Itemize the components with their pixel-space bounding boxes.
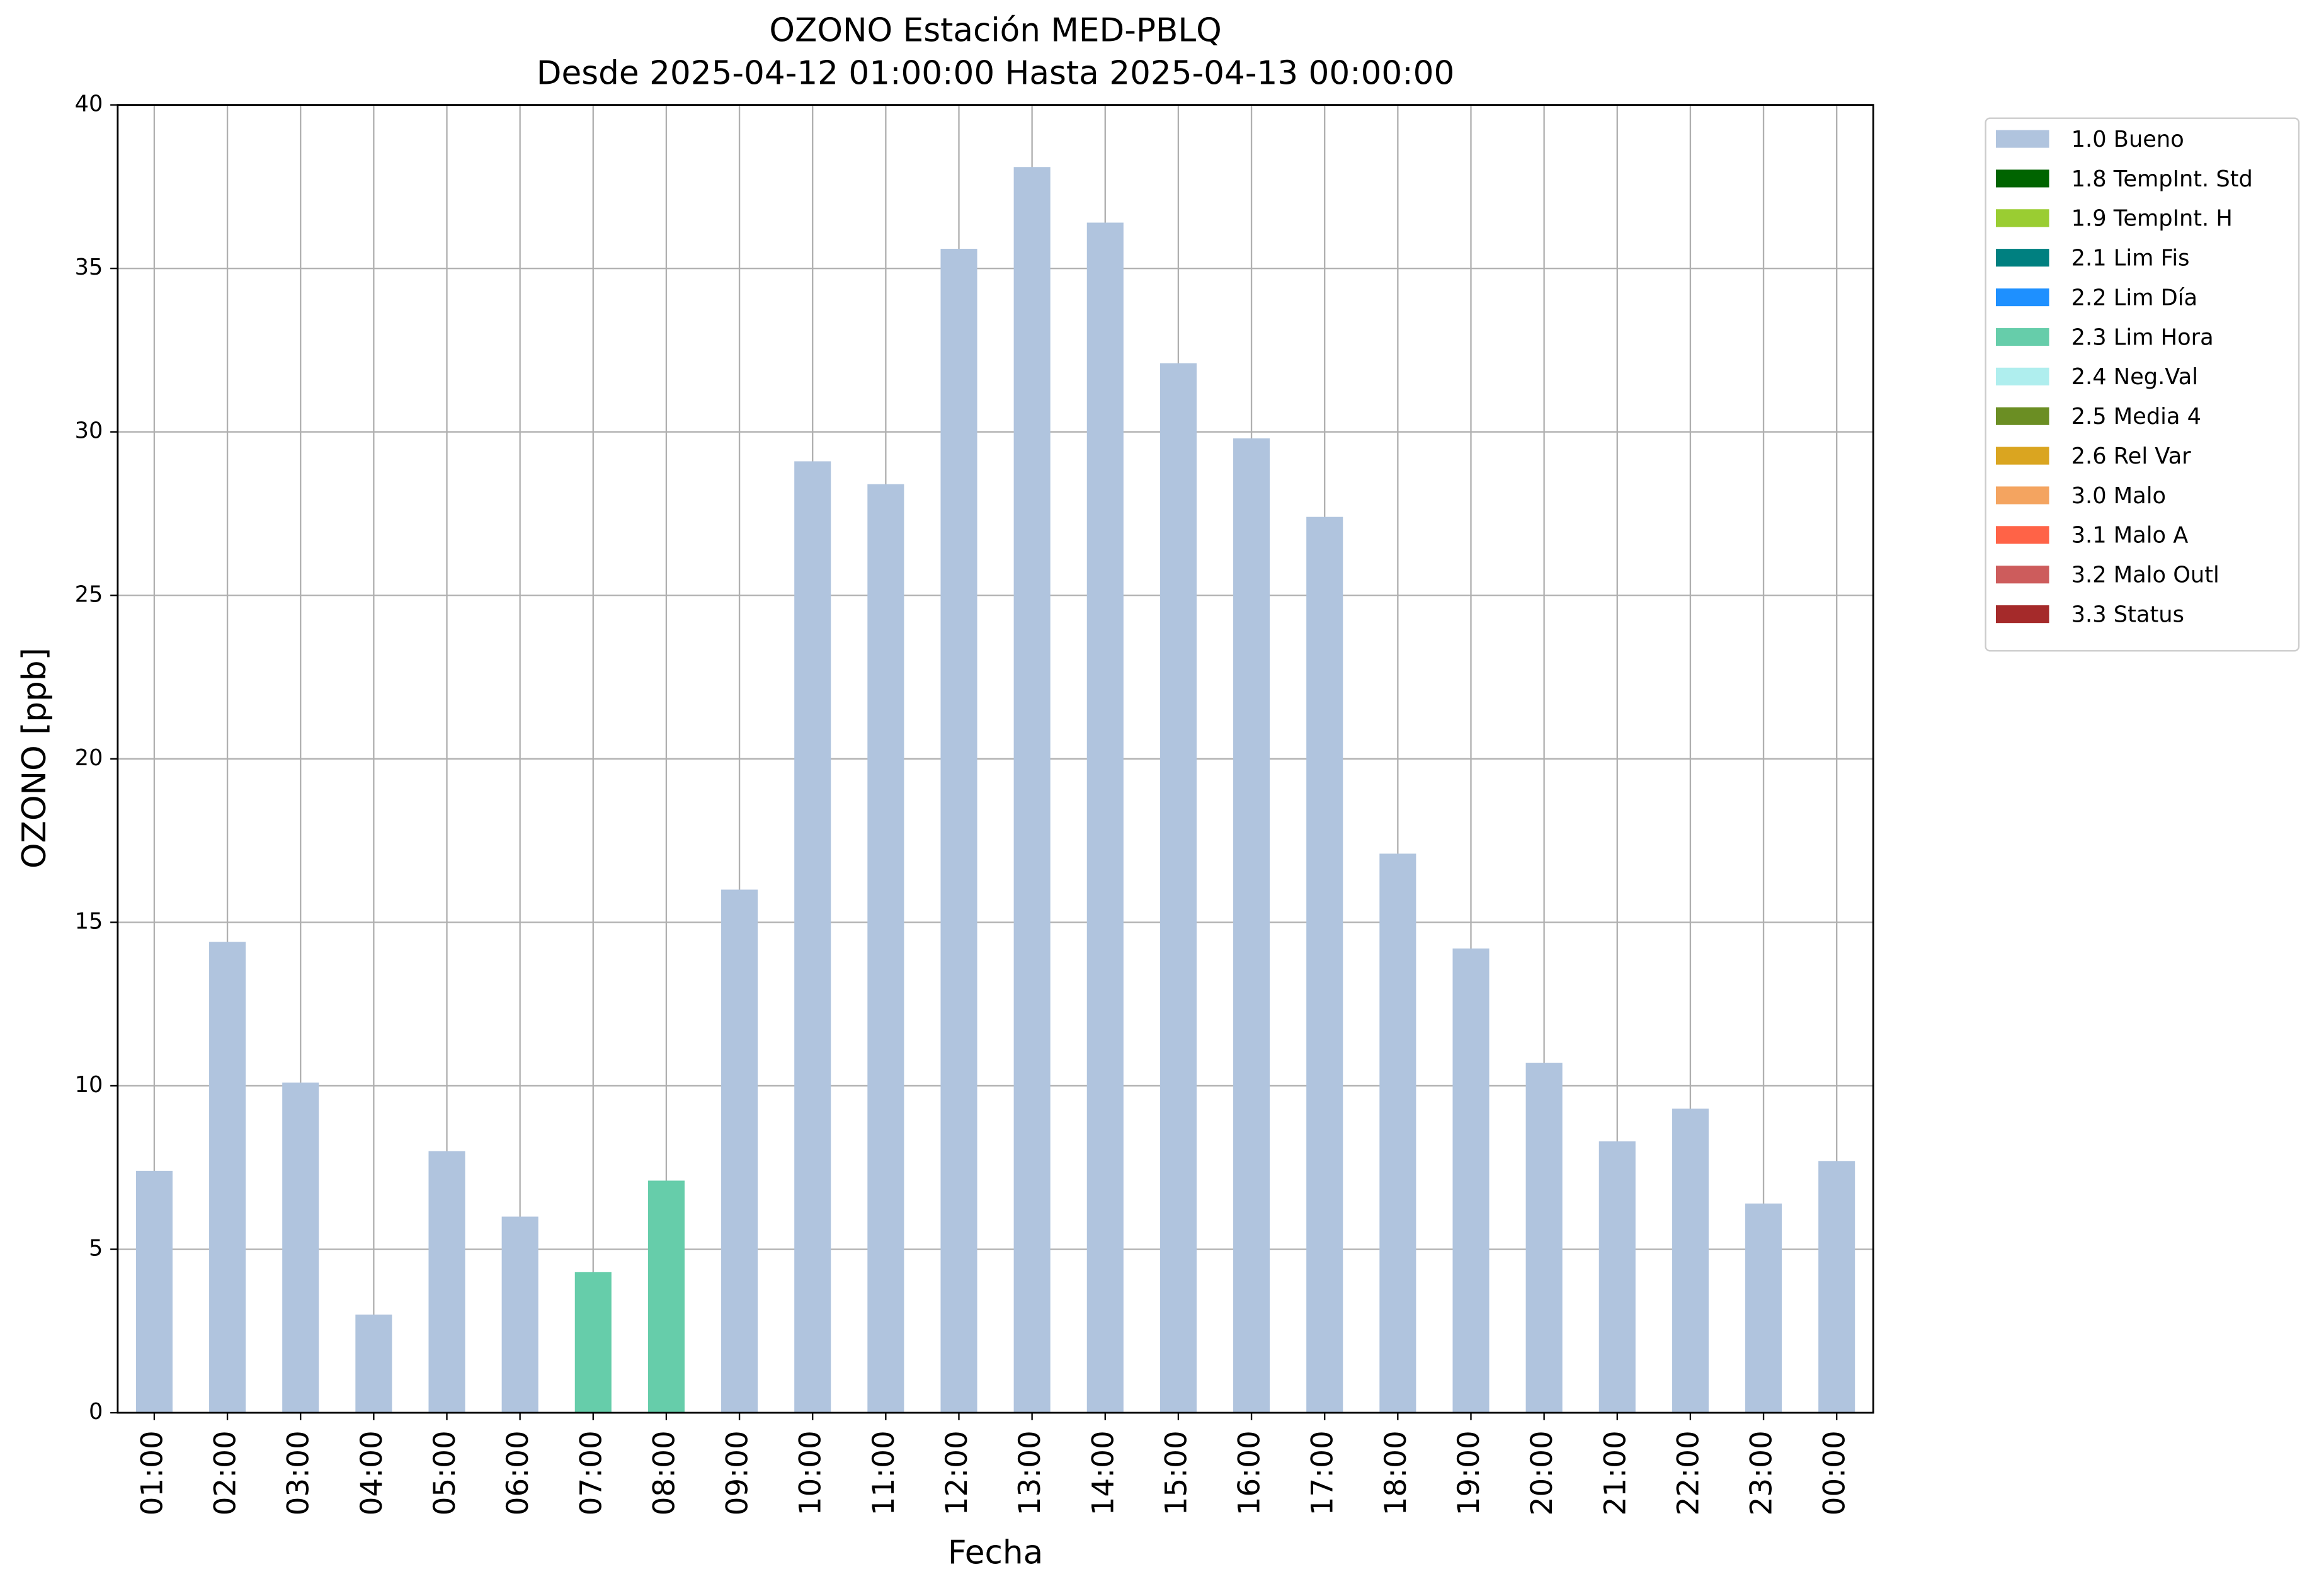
- x-tick-label: 11:00: [867, 1430, 901, 1515]
- bar: [209, 942, 246, 1413]
- x-tick-label: 16:00: [1233, 1430, 1267, 1515]
- legend-swatch: [1996, 526, 2049, 544]
- bar: [428, 1151, 465, 1413]
- x-tick-label: 02:00: [208, 1430, 243, 1515]
- bar: [355, 1314, 392, 1413]
- x-tick-label: 00:00: [1818, 1430, 1852, 1515]
- bar: [1160, 363, 1197, 1413]
- bar: [1086, 222, 1124, 1413]
- bar: [721, 889, 758, 1413]
- bar: [1745, 1203, 1782, 1413]
- bar: [1452, 948, 1490, 1413]
- bar: [501, 1216, 538, 1413]
- legend-swatch: [1996, 130, 2049, 148]
- bar: [867, 484, 904, 1413]
- bar: [1013, 167, 1051, 1413]
- bar: [1379, 853, 1416, 1413]
- legend-swatch: [1996, 328, 2049, 346]
- legend-label: 3.1 Malo A: [2071, 523, 2189, 549]
- x-tick-label: 14:00: [1086, 1430, 1120, 1515]
- legend-label: 1.8 TempInt. Std: [2071, 166, 2253, 192]
- y-tick-label: 35: [75, 254, 103, 280]
- y-tick-label: 40: [75, 91, 103, 117]
- x-tick-label: 21:00: [1598, 1430, 1632, 1515]
- x-tick-label: 18:00: [1379, 1430, 1413, 1515]
- y-tick-label: 10: [75, 1072, 103, 1098]
- legend-label: 3.2 Malo Outl: [2071, 562, 2219, 588]
- x-tick-label: 01:00: [135, 1430, 169, 1515]
- legend-label: 3.3 Status: [2071, 601, 2184, 627]
- legend-label: 1.9 TempInt. H: [2071, 206, 2233, 232]
- bar: [1306, 516, 1343, 1413]
- legend-swatch: [1996, 169, 2049, 188]
- x-tick-label: 03:00: [282, 1430, 316, 1515]
- x-axis-label: Fecha: [948, 1534, 1043, 1571]
- y-tick-label: 15: [75, 908, 103, 934]
- y-tick-label: 25: [75, 581, 103, 607]
- x-tick-label: 08:00: [647, 1430, 681, 1515]
- legend-label: 2.2 Lim Día: [2071, 285, 2197, 311]
- legend-label: 2.1 Lim Fis: [2071, 246, 2190, 271]
- legend-box: [1985, 117, 2300, 652]
- legend-label: 2.3 Lim Hora: [2071, 324, 2214, 350]
- chart-subtitle: Desde 2025-04-12 01:00:00 Hasta 2025-04-…: [537, 55, 1455, 93]
- x-tick-label: 05:00: [428, 1430, 462, 1515]
- legend-swatch: [1996, 209, 2049, 227]
- x-tick-label: 15:00: [1159, 1430, 1194, 1515]
- y-tick-label: 20: [75, 745, 103, 771]
- x-tick-label: 19:00: [1452, 1430, 1486, 1515]
- x-tick-label: 13:00: [1013, 1430, 1047, 1515]
- bar: [940, 248, 977, 1413]
- x-tick-label: 06:00: [501, 1430, 535, 1515]
- legend-label: 2.5 Media 4: [2071, 404, 2201, 430]
- y-tick-label: 5: [89, 1236, 103, 1262]
- x-tick-label: 09:00: [721, 1430, 755, 1515]
- bar: [794, 461, 831, 1413]
- x-tick-label: 07:00: [574, 1430, 608, 1515]
- bar: [574, 1272, 612, 1413]
- bar: [647, 1180, 685, 1413]
- bar: [282, 1082, 319, 1413]
- y-tick-label: 0: [89, 1399, 103, 1425]
- legend-swatch: [1996, 447, 2049, 465]
- x-tick-label: 17:00: [1306, 1430, 1340, 1515]
- y-axis-label: OZONO [ppb]: [16, 647, 54, 869]
- x-tick-label: 10:00: [794, 1430, 828, 1515]
- x-tick-label: 23:00: [1745, 1430, 1779, 1515]
- legend-label: 2.6 Rel Var: [2071, 443, 2192, 469]
- bar: [1818, 1161, 1855, 1413]
- bar: [1525, 1063, 1563, 1413]
- legend-swatch: [1996, 288, 2049, 307]
- bar: [1233, 438, 1270, 1413]
- legend-swatch: [1996, 486, 2049, 504]
- y-tick-label: 30: [75, 418, 103, 444]
- chart-title: OZONO Estación MED-PBLQ: [769, 12, 1221, 50]
- legend-swatch: [1996, 605, 2049, 624]
- x-tick-label: 12:00: [940, 1430, 974, 1515]
- bar: [1598, 1141, 1636, 1413]
- legend-swatch: [1996, 249, 2049, 267]
- plot-frame: [117, 104, 1874, 1414]
- legend-label: 3.0 Malo: [2071, 483, 2166, 509]
- x-tick-label: 22:00: [1671, 1430, 1706, 1515]
- x-tick-label: 20:00: [1525, 1430, 1559, 1515]
- legend-swatch: [1996, 367, 2049, 385]
- x-tick-label: 04:00: [355, 1430, 389, 1515]
- legend-swatch: [1996, 407, 2049, 425]
- bar: [1672, 1109, 1709, 1413]
- legend-label: 1.0 Bueno: [2071, 127, 2184, 152]
- bar: [135, 1170, 173, 1413]
- legend-swatch: [1996, 566, 2049, 584]
- legend-label: 2.4 Neg.Val: [2071, 364, 2198, 390]
